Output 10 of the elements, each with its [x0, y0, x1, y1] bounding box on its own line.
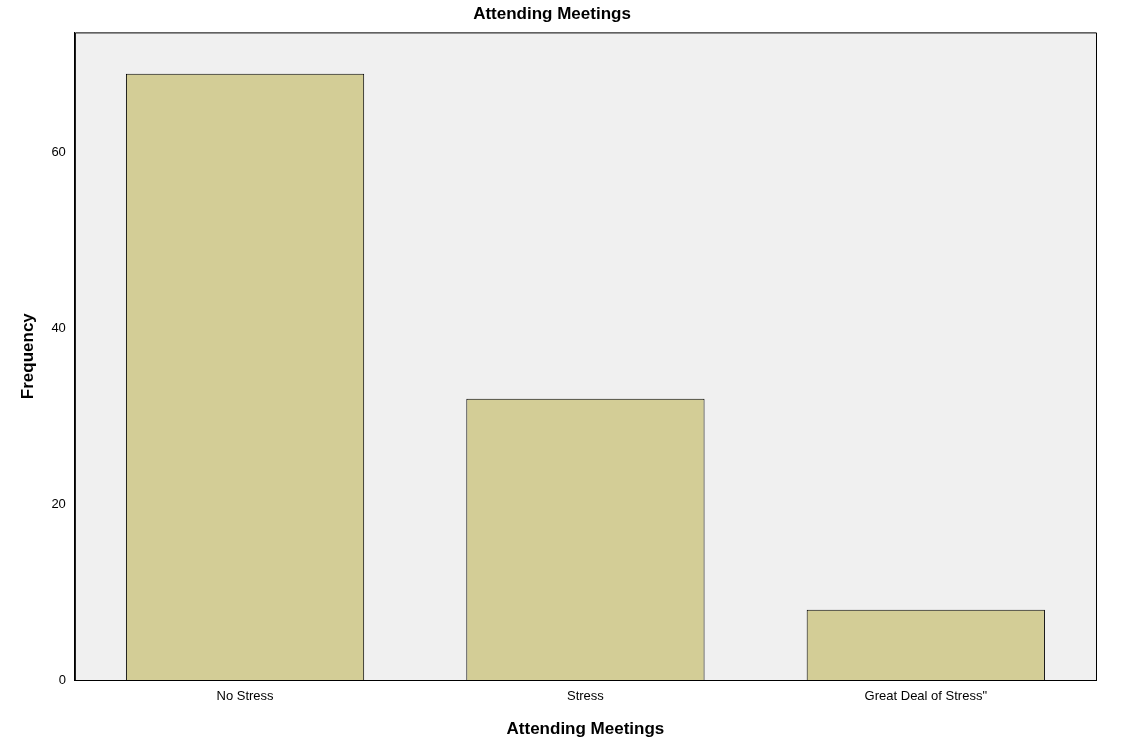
- y-axis-title: Frequency: [17, 312, 37, 400]
- x-axis-title: Attending Meetings: [506, 719, 665, 739]
- chart-title: Attending Meetings: [473, 3, 631, 23]
- x-tick-label: No Stress: [216, 688, 275, 704]
- y-tick-label: 0: [58, 671, 66, 687]
- y-tick-label: 40: [51, 320, 66, 336]
- x-tick-label: Great Deal of Stress": [864, 688, 988, 704]
- x-tick-label: Stress: [567, 688, 605, 704]
- y-tick-label: 20: [51, 495, 66, 511]
- y-tick-label: 60: [51, 144, 66, 160]
